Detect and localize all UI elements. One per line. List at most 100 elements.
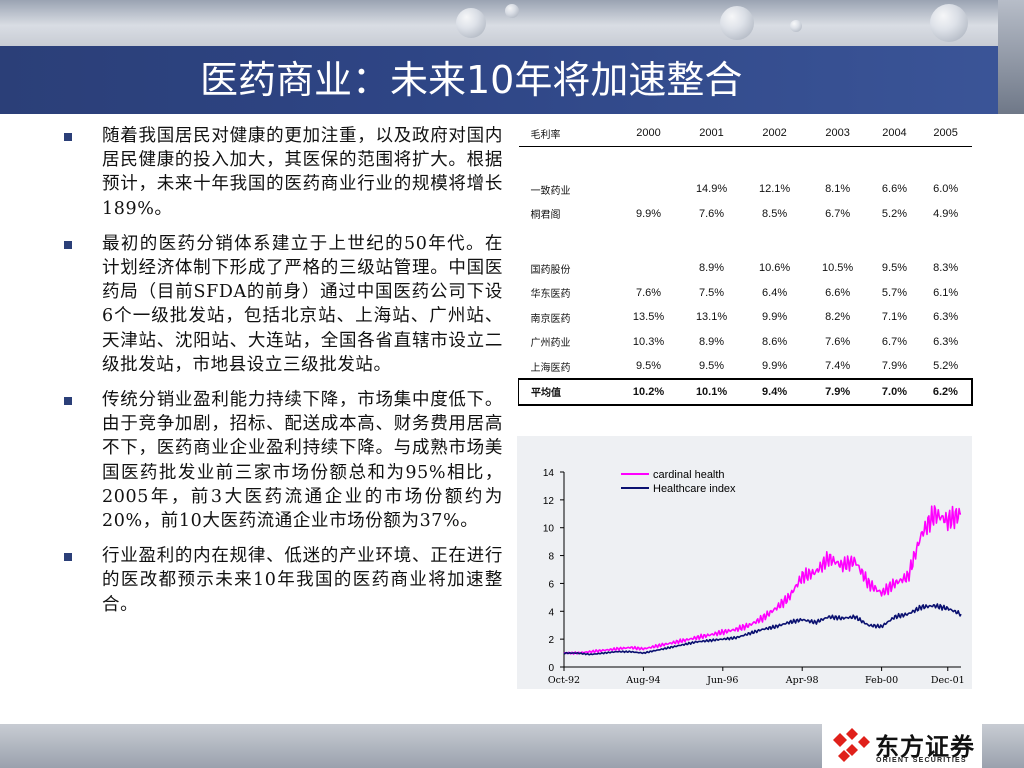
bullet-text: 行业盈利的内在规律、低迷的产业环境、正在进行的医改都预示未来10年我国的医药商业… xyxy=(102,546,503,615)
table-cell: 13.5% xyxy=(632,311,665,324)
chart-series-group xyxy=(563,505,962,656)
bullet-list: 随着我国居民对健康的更加注重，以及政府对国内居民健康的投入加大，其医保的范围将扩… xyxy=(58,124,503,628)
logo-diamond-shape xyxy=(833,733,847,747)
table-row: 华东医药 7.6% 7.5% 6.4% 6.6% 5.7% 6.1% xyxy=(519,281,972,306)
table-cell: 7.6% xyxy=(699,207,725,220)
logo-diamond-shape xyxy=(838,750,850,762)
table-cell: 一致药业 xyxy=(530,185,571,197)
series-line-cardinal-health xyxy=(563,505,962,655)
table-cell: 6.7% xyxy=(881,335,907,348)
title-bar xyxy=(0,46,1024,114)
table-cell: 7.4% xyxy=(825,360,851,373)
table-row: 一致药业 14.9% 12.1% 8.1% 6.6% 6.0% xyxy=(519,177,972,202)
water-drop-decor xyxy=(456,8,486,38)
bullet-item: 传统分销业盈利能力持续下降，市场集中度低下。由于竞争加剧，招标、配送成本高、财务… xyxy=(58,388,503,533)
y-tick-label: 14 xyxy=(543,468,555,479)
table-cell: 7.6% xyxy=(825,335,851,348)
table-cell: 6.6% xyxy=(881,183,907,196)
slide-title: 医药商业：未来10年将加速整合 xyxy=(200,58,743,102)
table-cell: 10.2% xyxy=(617,378,681,405)
table-cell: 6.3% xyxy=(933,311,959,324)
table-cell: 8.9% xyxy=(699,262,725,275)
logo-text: 东方证券 xyxy=(875,733,975,761)
legend-label: cardinal health xyxy=(653,469,725,481)
table-cell: 5.2% xyxy=(881,207,907,220)
table-cell: 7.0% xyxy=(869,378,920,405)
chart-legend: cardinal health Healthcare index xyxy=(621,469,736,495)
logo-diamond-shape xyxy=(846,728,858,740)
bullet-item: 最初的医药分销体系建立于上世纪的50年代。在计划经济体制下形成了严格的三级站管理… xyxy=(58,232,503,377)
table-cell xyxy=(617,177,680,202)
table-spacer-row xyxy=(519,147,972,178)
table-cell: 6.1% xyxy=(933,286,959,299)
bullet-text: 最初的医药分销体系建立于上世纪的50年代。在计划经济体制下形成了严格的三级站管理… xyxy=(102,233,503,375)
table-header-cell: 2000 xyxy=(617,120,681,147)
water-drop-decor xyxy=(720,6,754,40)
table-cell: 桐君阁 xyxy=(530,210,561,222)
table-cell: 国药股份 xyxy=(530,264,571,276)
y-tick-label: 2 xyxy=(548,635,554,646)
table-header-cell: 毛利率 xyxy=(518,120,617,147)
table-header-cell: 2001 xyxy=(680,120,744,147)
table-cell: 9.9% xyxy=(762,360,788,373)
bullet-square-icon xyxy=(64,240,72,249)
table-cell: 8.6% xyxy=(762,335,788,348)
table-cell: 9.5% xyxy=(635,360,662,373)
table-cell: 8.3% xyxy=(933,262,959,275)
y-tick-label: 6 xyxy=(548,579,554,590)
bullet-text: 随着我国居民对健康的更加注重，以及政府对国内居民健康的投入加大，其医保的范围将扩… xyxy=(102,126,503,219)
table-cell: 华东医药 xyxy=(530,289,571,301)
table-cell: 9.5% xyxy=(881,262,907,275)
y-tick-label: 4 xyxy=(548,607,554,618)
table-cell xyxy=(617,256,680,281)
x-tick-label: Apr-98 xyxy=(785,675,819,686)
table-cell: 5.7% xyxy=(881,286,907,299)
y-axis: 0 2 4 6 8 10 12 14 xyxy=(543,468,565,674)
x-tick-label: Oct-92 xyxy=(548,675,580,686)
table-cell: 5.2% xyxy=(933,360,959,373)
logo-english-text: ORIENT SECURITIES xyxy=(876,757,967,764)
y-tick-label: 10 xyxy=(543,524,555,535)
water-drop-decor xyxy=(930,4,968,42)
table-cell: 10.5% xyxy=(822,262,854,275)
y-tick-label: 8 xyxy=(548,552,554,563)
water-drop-decor xyxy=(790,20,802,32)
table-average-row: 平均值 10.2% 10.1% 9.4% 7.9% 7.0% 6.2% xyxy=(517,378,973,406)
y-tick-label: 12 xyxy=(543,496,555,507)
table-header-row: 毛利率 2000 2001 2002 2003 2004 2005 xyxy=(518,120,972,147)
table-cell: 7.1% xyxy=(881,311,907,324)
table-row: 上海医药 9.5% 9.5% 9.9% 7.4% 7.9% 5.2% xyxy=(519,354,972,379)
table-cell: 14.9% xyxy=(695,183,728,196)
table-cell: 7.5% xyxy=(699,286,725,299)
table-cell: 南京医药 xyxy=(530,313,571,325)
bullet-square-icon xyxy=(64,553,72,562)
table-cell: 6.4% xyxy=(762,286,788,299)
table-cell: 9.9% xyxy=(762,311,788,324)
bullet-item: 随着我国居民对健康的更加注重，以及政府对国内居民健康的投入加大，其医保的范围将扩… xyxy=(58,124,503,221)
table-cell: 9.4% xyxy=(743,378,807,405)
table-header-cell: 2004 xyxy=(869,120,920,147)
table-cell: 12.1% xyxy=(758,183,791,196)
table-cell: 6.2% xyxy=(919,378,972,405)
orient-logo-icon xyxy=(833,728,870,762)
bullet-square-icon xyxy=(64,133,72,141)
y-tick-label: 0 xyxy=(548,663,554,674)
table-cell: 10.3% xyxy=(632,335,665,348)
table-cell: 6.7% xyxy=(825,207,851,220)
line-chart-panel: 0 2 4 6 8 10 12 14 Oct-92 Aug-94 Jun-96 Apr-98 Feb-… xyxy=(517,436,972,689)
table-cell: 6.6% xyxy=(825,286,851,299)
table-cell: 7.6% xyxy=(635,286,662,299)
table-row: 南京医药 13.5% 13.1% 9.9% 8.2% 7.1% 6.3% xyxy=(519,305,972,330)
table-header-cell: 2005 xyxy=(919,120,972,147)
table-header-cell: 2002 xyxy=(743,120,807,147)
table-cell: 上海医药 xyxy=(530,362,571,374)
top-decor-band xyxy=(0,0,1024,46)
bullet-square-icon xyxy=(64,397,72,406)
table-cell: 平均值 xyxy=(518,378,617,405)
table-spacer-row xyxy=(519,226,972,256)
x-tick-label: Feb-00 xyxy=(865,675,898,686)
table-header-cell: 2003 xyxy=(806,120,870,147)
legend-label: Healthcare index xyxy=(653,483,736,495)
table-row: 国药股份 8.9% 10.6% 10.5% 9.5% 8.3% xyxy=(519,256,972,281)
table-cell: 6.0% xyxy=(933,183,959,196)
